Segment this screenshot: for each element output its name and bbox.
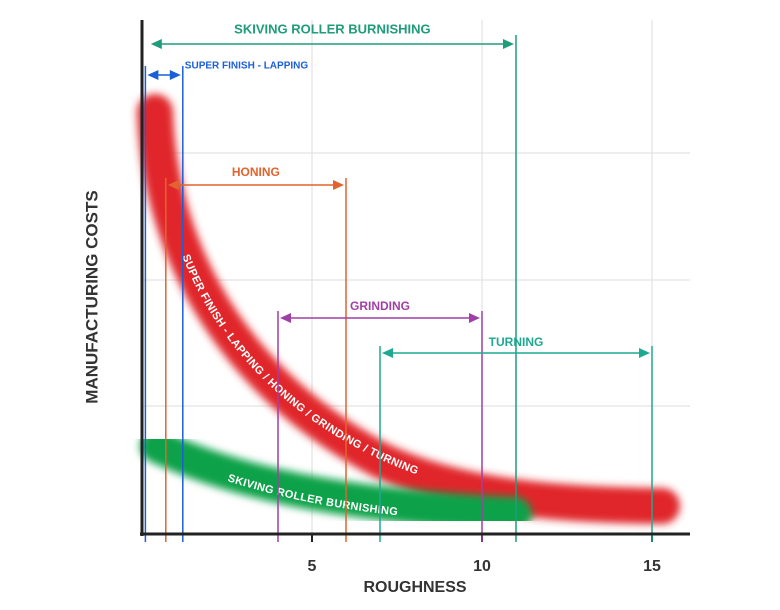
x-tick-label: 15 [643,558,661,575]
grid [142,20,690,542]
arrow-head [469,313,480,323]
range-label: GRINDING [350,299,410,313]
ranges: SKIVING ROLLER BURNISHING SUPER FINISH - … [144,21,653,542]
cost-curve [137,94,680,524]
x-tick-label: 5 [308,558,317,575]
arrow-head [167,180,179,190]
x-axis-label: ROUGHNESS [363,579,466,596]
arrow-head [147,70,159,80]
arrow-head [333,180,344,190]
arrow-head [169,70,181,80]
x-tick-label: 10 [473,558,491,575]
arrow-head [150,39,162,49]
arrow-head [639,348,650,358]
skiving-curve [140,429,532,531]
y-axis-label: MANUFACTURING COSTS [82,190,101,403]
arrow-head [280,313,291,323]
arrow-head [382,348,393,358]
range-label: TURNING [489,335,544,349]
range-label: HONING [232,165,280,179]
range-label: SKIVING ROLLER BURNISHING [234,21,430,36]
range-label: SUPER FINISH - LAPPING [185,61,309,72]
arrow-head [503,39,514,49]
